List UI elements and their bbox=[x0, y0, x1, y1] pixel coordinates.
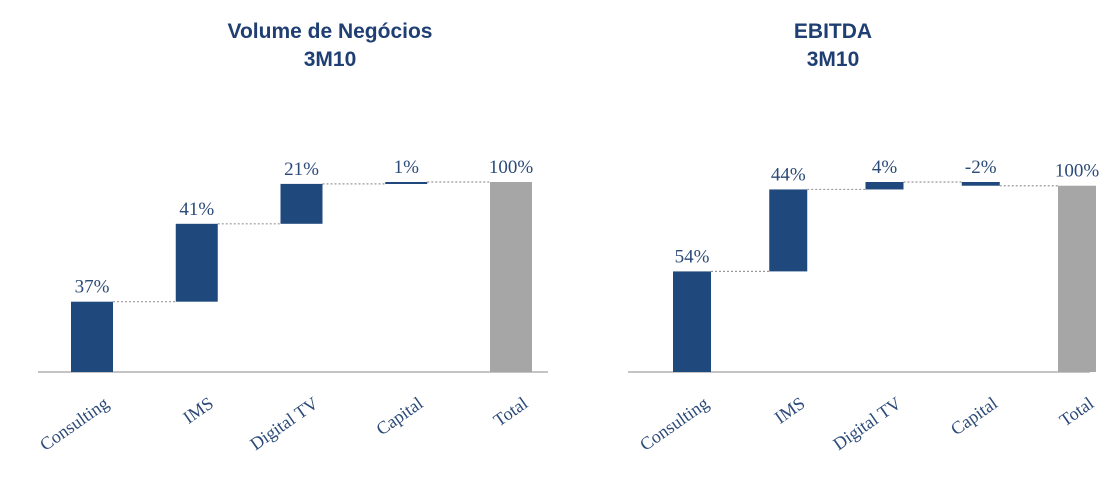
x-tick-label: IMS bbox=[179, 393, 217, 428]
chart-title: EBITDA bbox=[794, 20, 872, 43]
x-tick-label: Total bbox=[1056, 393, 1098, 430]
bar bbox=[280, 183, 323, 224]
bar bbox=[71, 301, 113, 372]
x-tick-label: Consulting bbox=[36, 393, 112, 455]
bar bbox=[769, 189, 808, 272]
x-tick-label: Consulting bbox=[636, 393, 712, 455]
bar bbox=[961, 182, 1000, 186]
bar bbox=[385, 182, 428, 184]
x-tick-label: Capital bbox=[372, 393, 426, 439]
chart-subtitle: 3M10 bbox=[807, 48, 860, 71]
total-bar bbox=[490, 182, 532, 372]
total-bar bbox=[1058, 185, 1096, 372]
data-label: 21% bbox=[284, 159, 319, 180]
bar bbox=[175, 223, 218, 302]
data-label: 100% bbox=[1055, 161, 1100, 182]
data-label: 54% bbox=[675, 246, 710, 267]
data-label: -2% bbox=[965, 157, 997, 178]
x-tick-label: Capital bbox=[947, 393, 1001, 439]
data-label: 37% bbox=[75, 277, 110, 298]
data-label: 100% bbox=[489, 157, 534, 178]
chart-subtitle: 3M10 bbox=[304, 48, 357, 71]
chart-title: Volume de Negócios bbox=[228, 20, 433, 43]
x-tick-label: Digital TV bbox=[246, 393, 322, 454]
x-tick-label: Total bbox=[490, 393, 532, 430]
bar bbox=[673, 271, 711, 372]
bar bbox=[865, 182, 904, 190]
data-label: 1% bbox=[394, 157, 420, 178]
x-tick-label: IMS bbox=[771, 393, 809, 428]
data-label: 41% bbox=[179, 199, 214, 220]
x-tick-label: Digital TV bbox=[829, 393, 905, 454]
data-label: 44% bbox=[771, 164, 806, 185]
data-label: 4% bbox=[872, 157, 898, 178]
